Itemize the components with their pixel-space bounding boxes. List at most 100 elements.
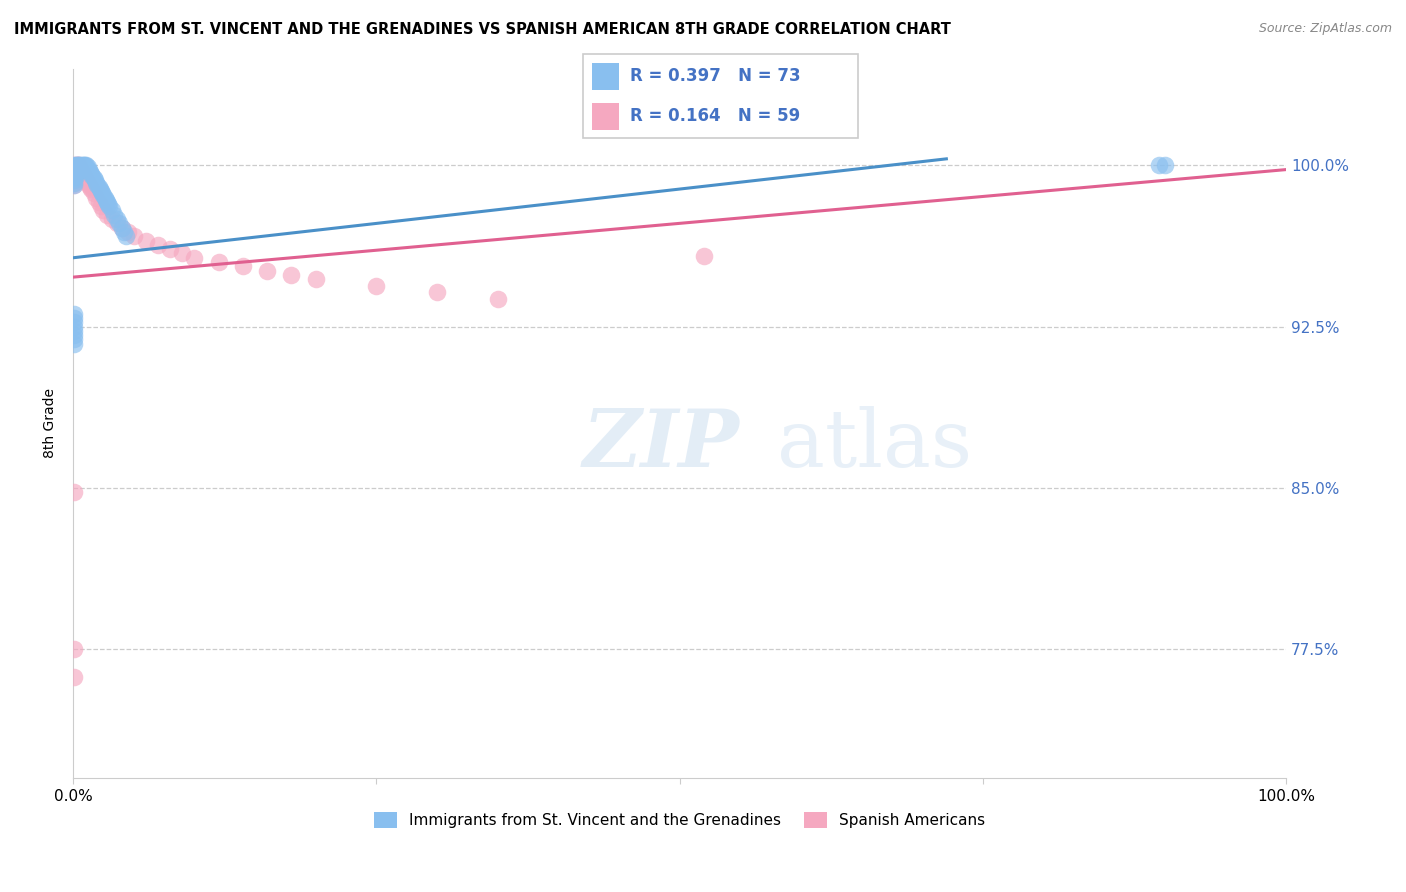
Point: [66, 158, 89, 172]
Point: [65, 158, 87, 172]
Point: [63, 167, 86, 181]
Point: [76, 161, 98, 175]
Point: [80, 182, 103, 196]
Point: [110, 220, 132, 235]
Point: [77, 162, 100, 177]
Point: [172, 246, 194, 260]
Point: [90, 199, 112, 213]
Point: [63, 333, 86, 347]
Point: [75, 173, 97, 187]
Point: [105, 216, 128, 230]
Point: [66, 158, 89, 172]
Point: [84, 176, 107, 190]
Point: [63, 165, 86, 179]
Point: [101, 203, 124, 218]
Point: [70, 158, 93, 172]
Point: [98, 199, 121, 213]
Point: [63, 165, 86, 179]
Point: [86, 178, 108, 192]
Point: [63, 169, 86, 183]
Point: [63, 307, 86, 321]
Point: [63, 315, 86, 329]
Point: [66, 165, 89, 179]
Point: [73, 169, 96, 183]
Point: [486, 292, 509, 306]
Point: [63, 171, 86, 186]
Point: [66, 161, 89, 175]
Point: [693, 249, 716, 263]
Point: [67, 158, 90, 172]
Point: [66, 158, 89, 172]
Point: [72, 167, 94, 181]
Point: [1153, 158, 1175, 172]
Point: [366, 278, 388, 293]
Point: [96, 194, 118, 209]
Text: atlas: atlas: [776, 406, 972, 483]
Text: R = 0.164   N = 59: R = 0.164 N = 59: [630, 107, 800, 125]
Point: [82, 169, 104, 183]
Point: [135, 234, 157, 248]
Point: [105, 212, 128, 227]
Point: [69, 161, 91, 175]
Point: [90, 184, 112, 198]
Point: [73, 158, 96, 172]
Point: [63, 158, 86, 172]
Point: [66, 162, 89, 177]
Point: [84, 190, 107, 204]
Point: [65, 167, 87, 181]
Point: [69, 162, 91, 177]
Point: [65, 162, 87, 177]
Point: [66, 161, 89, 175]
Point: [87, 179, 110, 194]
Point: [83, 171, 105, 186]
Point: [77, 178, 100, 192]
Point: [108, 216, 131, 230]
Point: [159, 242, 181, 256]
Point: [208, 255, 231, 269]
Point: [65, 165, 87, 179]
Point: [91, 186, 114, 201]
Point: [63, 324, 86, 338]
Point: [66, 158, 89, 172]
Point: [79, 165, 101, 179]
Point: [115, 229, 138, 244]
Text: ZIP: ZIP: [582, 406, 740, 483]
Point: [66, 162, 89, 177]
Point: [63, 161, 86, 175]
Point: [63, 485, 86, 500]
Point: [69, 158, 91, 172]
Point: [63, 161, 86, 175]
Point: [63, 319, 86, 334]
Point: [256, 263, 278, 277]
Point: [63, 169, 86, 183]
Point: [75, 161, 97, 175]
Point: [65, 161, 87, 175]
Point: [94, 193, 117, 207]
Point: [63, 670, 86, 684]
Point: [426, 285, 449, 300]
Point: [93, 203, 115, 218]
Point: [63, 173, 86, 187]
Point: [63, 173, 86, 187]
Point: [67, 158, 90, 172]
Point: [75, 158, 97, 172]
Point: [79, 179, 101, 194]
Point: [66, 162, 89, 177]
Point: [65, 165, 87, 179]
Point: [84, 173, 107, 187]
FancyBboxPatch shape: [583, 54, 858, 138]
Point: [305, 272, 328, 286]
Point: [117, 225, 139, 239]
Point: [89, 182, 111, 196]
Point: [63, 167, 86, 181]
Point: [232, 260, 254, 274]
Bar: [592, 62, 619, 90]
Point: [70, 161, 93, 175]
Point: [63, 178, 86, 192]
Point: [80, 167, 103, 181]
Text: Source: ZipAtlas.com: Source: ZipAtlas.com: [1258, 22, 1392, 36]
Point: [93, 190, 115, 204]
Point: [122, 229, 145, 244]
Point: [63, 158, 86, 172]
Text: IMMIGRANTS FROM ST. VINCENT AND THE GRENADINES VS SPANISH AMERICAN 8TH GRADE COR: IMMIGRANTS FROM ST. VINCENT AND THE GREN…: [14, 22, 950, 37]
